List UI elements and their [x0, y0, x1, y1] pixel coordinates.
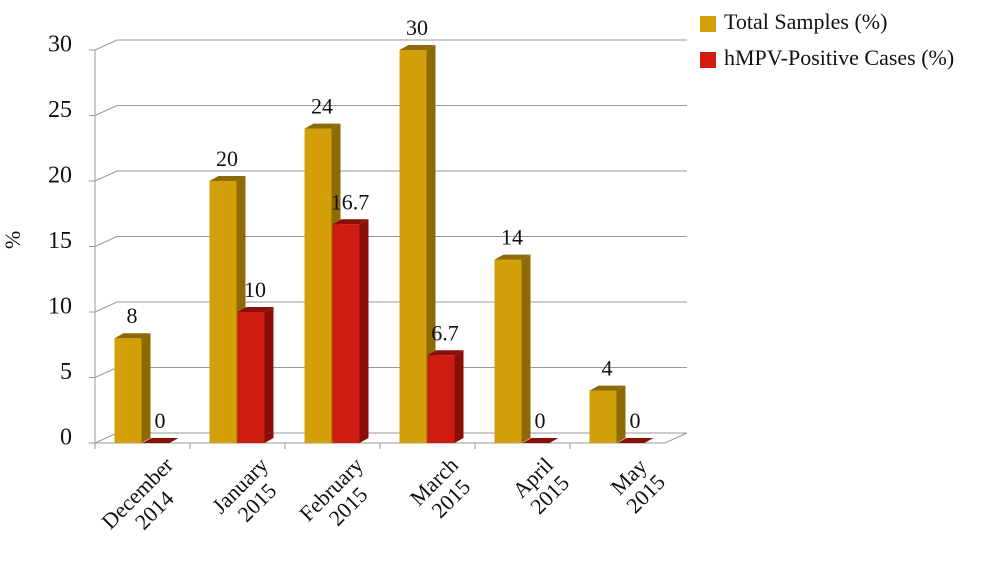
- bar-front: [494, 259, 522, 443]
- bar-top: [494, 254, 531, 260]
- value-label: 6.7: [431, 320, 459, 345]
- grid-line: [94, 39, 687, 51]
- y-tick-label: 20: [48, 163, 72, 189]
- bar-side: [426, 45, 436, 443]
- legend-label: Total Samples (%): [724, 9, 887, 34]
- bar-top: [522, 438, 559, 443]
- y-tick-label: 10: [48, 294, 72, 320]
- value-label: 16.7: [331, 189, 370, 214]
- y-tick-label: 25: [48, 97, 72, 123]
- bar-top: [427, 350, 464, 356]
- legend-label: hMPV-Positive Cases (%): [724, 45, 954, 70]
- bar-front: [237, 312, 265, 443]
- legend-swatch: [700, 16, 716, 32]
- y-tick-label: 5: [60, 359, 72, 385]
- bar-front: [332, 224, 360, 443]
- value-label: 24: [311, 94, 333, 119]
- value-label: 0: [535, 408, 546, 433]
- value-label: 30: [406, 15, 428, 40]
- value-label: 4: [602, 356, 613, 381]
- bar-side: [521, 254, 531, 443]
- bar-top: [589, 385, 626, 391]
- bar-front: [209, 181, 237, 443]
- bar-top: [399, 45, 436, 50]
- bar-top: [617, 438, 654, 443]
- value-label: 8: [127, 303, 138, 328]
- bar-top: [237, 307, 274, 312]
- y-tick-label: 15: [48, 228, 72, 254]
- legend-swatch: [700, 52, 716, 68]
- bar-side: [359, 219, 369, 443]
- grid-line: [94, 301, 687, 313]
- bar-front: [114, 338, 142, 443]
- value-label: 10: [244, 277, 266, 302]
- bar-front: [304, 128, 332, 443]
- value-label: 20: [216, 146, 238, 171]
- bar-side: [454, 350, 464, 443]
- grid-line: [94, 105, 687, 116]
- value-label: 0: [155, 408, 166, 433]
- bar-side: [264, 307, 274, 443]
- bar-top: [142, 438, 179, 443]
- bar-front: [399, 50, 427, 443]
- bar-top: [304, 123, 341, 129]
- y-tick-label: 30: [48, 32, 72, 58]
- bar-top: [114, 333, 151, 339]
- bar-front: [589, 390, 617, 443]
- grid-line: [94, 170, 687, 182]
- bar-front: [427, 355, 455, 443]
- y-axis-label: %: [0, 231, 25, 249]
- y-tick-label: 0: [60, 425, 72, 451]
- grid-line: [94, 367, 687, 378]
- bar-top: [332, 219, 369, 225]
- bar-side: [141, 333, 151, 443]
- bar-side: [616, 385, 626, 443]
- value-label: 14: [501, 225, 523, 250]
- grid-line: [94, 236, 687, 247]
- bar-top: [209, 176, 246, 181]
- value-label: 0: [630, 408, 641, 433]
